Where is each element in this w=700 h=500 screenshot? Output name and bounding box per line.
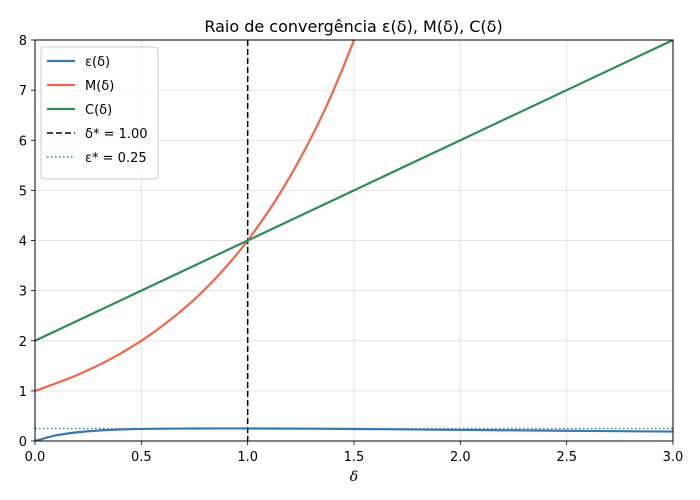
x-tick-label: 0.0 <box>25 450 46 465</box>
legend-label: ε* = 0.25 <box>85 151 147 166</box>
series-line-epsilon <box>35 427 673 441</box>
x-axis-label: δ <box>350 469 358 485</box>
y-tick-label: 6 <box>19 134 27 149</box>
x-tick-label: 1.5 <box>344 450 365 465</box>
y-tick-label: 7 <box>19 84 27 99</box>
legend-label: ε(δ) <box>85 55 110 70</box>
y-tick-label: 3 <box>19 285 27 300</box>
plot-area <box>35 40 673 441</box>
legend-label: M(δ) <box>85 79 114 94</box>
x-tick-label: 3.0 <box>663 450 684 465</box>
x-tick-label: 1.0 <box>237 450 258 465</box>
y-tick-label: 1 <box>19 385 27 400</box>
y-tick-label: 4 <box>19 235 27 250</box>
legend-box <box>40 46 159 180</box>
y-tick-label: 8 <box>19 34 27 49</box>
chart-title: Raio de convergência ε(δ), M(δ), C(δ) <box>204 17 502 36</box>
y-axis-ticks: 0 1 2 3 4 5 6 7 8 <box>19 34 35 450</box>
x-tick-label: 2.0 <box>450 450 471 465</box>
legend-label: δ* = 1.00 <box>85 127 148 142</box>
legend: ε(δ) M(δ) C(δ) δ* = 1.00 ε* = 0.25 <box>40 46 159 180</box>
y-tick-label: 2 <box>19 335 27 350</box>
y-tick-label: 5 <box>19 184 27 199</box>
x-tick-label: 0.5 <box>131 450 152 465</box>
x-axis-ticks: 0.0 0.5 1.0 1.5 2.0 2.5 3.0 <box>25 441 684 465</box>
series-line-C <box>35 40 673 342</box>
x-tick-label: 2.5 <box>556 450 577 465</box>
legend-label: C(δ) <box>85 103 112 118</box>
y-tick-label: 0 <box>19 435 27 450</box>
series-line-M <box>35 40 356 392</box>
